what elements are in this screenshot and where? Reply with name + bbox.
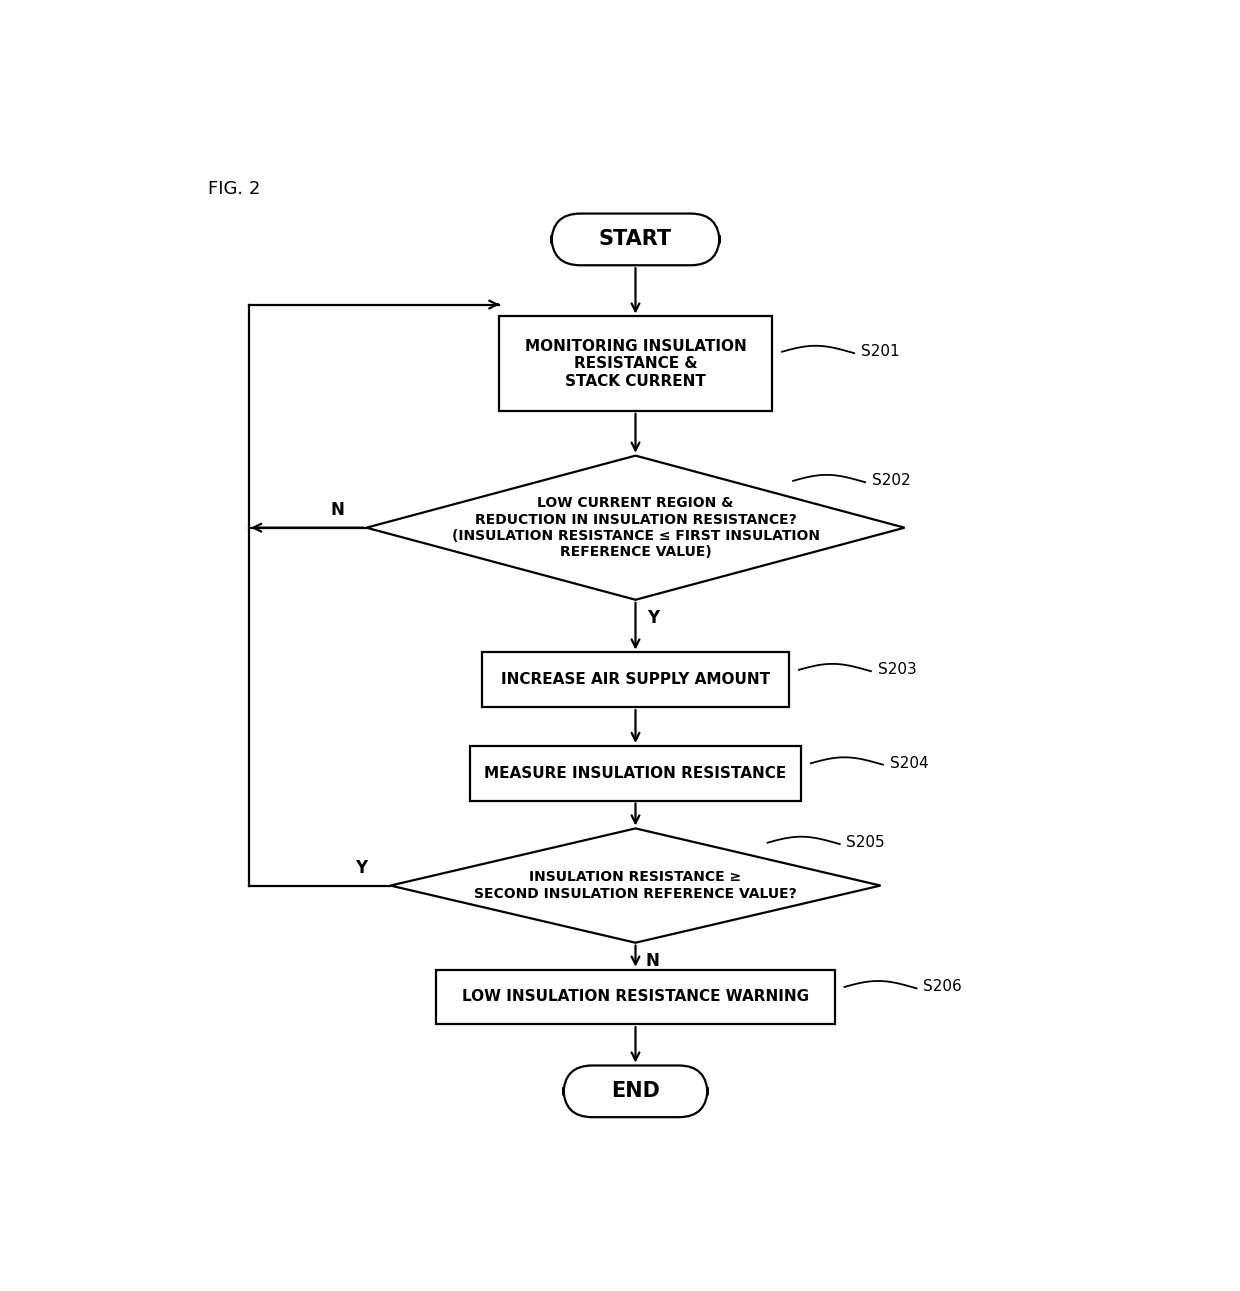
Text: Y: Y xyxy=(356,859,368,877)
Text: S202: S202 xyxy=(872,474,910,488)
Text: S206: S206 xyxy=(924,980,962,994)
Text: N: N xyxy=(331,501,345,519)
Text: MEASURE INSULATION RESISTANCE: MEASURE INSULATION RESISTANCE xyxy=(485,766,786,781)
Text: END: END xyxy=(611,1082,660,1101)
Bar xyxy=(481,652,789,707)
Text: LOW INSULATION RESISTANCE WARNING: LOW INSULATION RESISTANCE WARNING xyxy=(463,989,808,1004)
Text: LOW CURRENT REGION &
REDUCTION IN INSULATION RESISTANCE?
(INSULATION RESISTANCE : LOW CURRENT REGION & REDUCTION IN INSULA… xyxy=(451,497,820,559)
Polygon shape xyxy=(367,456,905,600)
Bar xyxy=(436,970,835,1024)
Text: N: N xyxy=(646,951,660,970)
Text: S205: S205 xyxy=(847,835,885,851)
Bar xyxy=(470,746,801,800)
Text: FIG. 2: FIG. 2 xyxy=(208,179,260,198)
Text: Y: Y xyxy=(647,608,658,626)
FancyBboxPatch shape xyxy=(552,213,719,265)
Bar xyxy=(498,316,773,411)
Text: START: START xyxy=(599,230,672,249)
FancyBboxPatch shape xyxy=(563,1065,708,1117)
Text: INCREASE AIR SUPPLY AMOUNT: INCREASE AIR SUPPLY AMOUNT xyxy=(501,673,770,687)
Text: INSULATION RESISTANCE ≥
SECOND INSULATION REFERENCE VALUE?: INSULATION RESISTANCE ≥ SECOND INSULATIO… xyxy=(474,870,797,901)
Text: MONITORING INSULATION
RESISTANCE &
STACK CURRENT: MONITORING INSULATION RESISTANCE & STACK… xyxy=(525,338,746,389)
Text: S204: S204 xyxy=(889,755,929,771)
Polygon shape xyxy=(391,829,880,942)
Text: S201: S201 xyxy=(861,345,899,359)
Text: S203: S203 xyxy=(878,662,916,678)
